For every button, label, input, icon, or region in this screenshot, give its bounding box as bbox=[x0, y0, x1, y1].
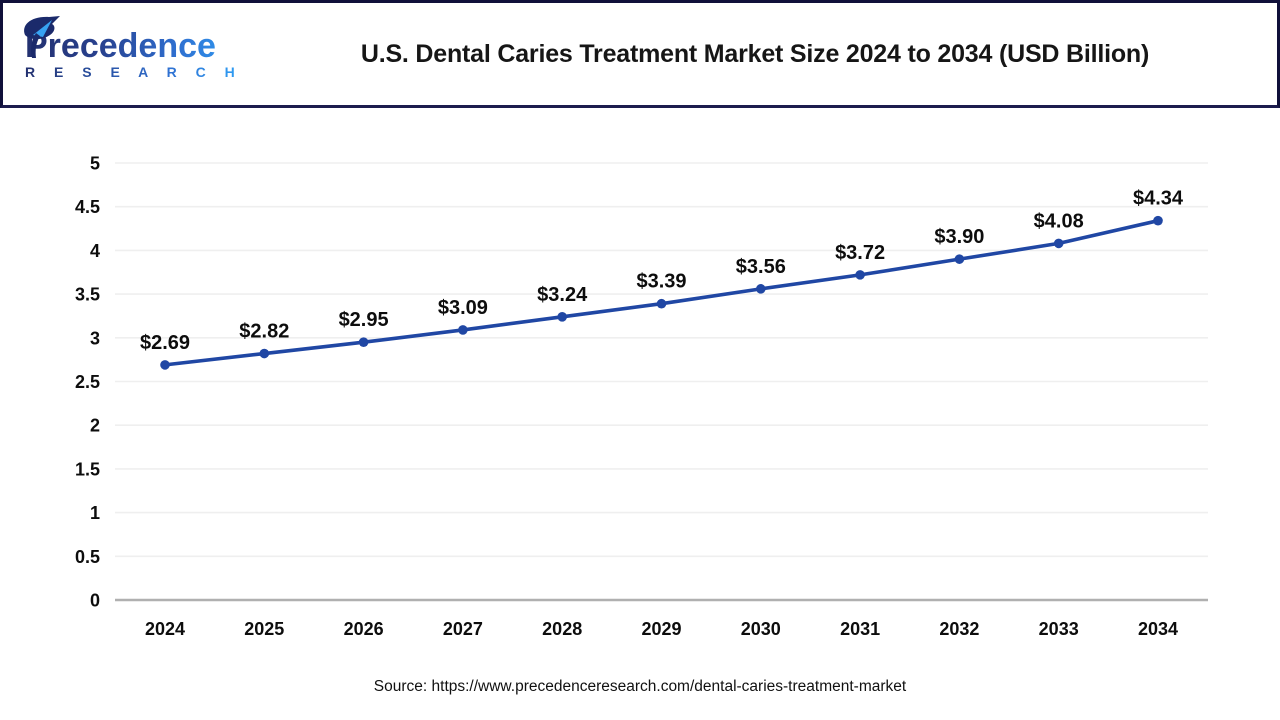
logo-text: Precedence R E S E A R C H bbox=[25, 29, 242, 79]
data-label-2034: $4.34 bbox=[1133, 188, 1184, 210]
data-point-2034 bbox=[1153, 215, 1163, 226]
logo-subtitle: R E S E A R C H bbox=[25, 64, 243, 80]
data-label-2028: $3.24 bbox=[537, 284, 588, 306]
data-point-2031 bbox=[855, 270, 865, 280]
data-point-2032 bbox=[954, 254, 965, 264]
data-point-2029 bbox=[656, 298, 667, 309]
y-tick-label: 0.5 bbox=[75, 547, 100, 567]
x-tick-label: 2024 bbox=[145, 619, 185, 639]
brand-logo: Precedence R E S E A R C H bbox=[3, 16, 273, 79]
data-point-2028 bbox=[557, 312, 567, 322]
data-label-2025: $2.82 bbox=[239, 321, 289, 343]
chart-title: U.S. Dental Caries Treatment Market Size… bbox=[360, 39, 1150, 68]
source-text: Source: https://www.precedenceresearch.c… bbox=[373, 678, 907, 695]
data-point-2026 bbox=[358, 337, 369, 347]
y-tick-label: 2.5 bbox=[75, 372, 100, 392]
y-tick-label: 0 bbox=[90, 591, 100, 611]
data-point-2024 bbox=[160, 360, 170, 370]
y-tick-label: 4 bbox=[90, 241, 100, 261]
y-tick-label: 3 bbox=[90, 328, 100, 348]
data-label-2026: $2.95 bbox=[339, 309, 389, 331]
y-tick-label: 1.5 bbox=[75, 459, 100, 479]
data-point-2030 bbox=[756, 284, 766, 294]
data-label-2029: $3.39 bbox=[636, 271, 686, 293]
leaf-icon bbox=[24, 16, 60, 58]
data-label-2027: $3.09 bbox=[438, 297, 488, 319]
x-tick-label: 2030 bbox=[741, 619, 781, 639]
data-label-2024: $2.69 bbox=[140, 332, 190, 354]
x-tick-label: 2026 bbox=[344, 619, 384, 639]
data-label-2032: $3.90 bbox=[934, 226, 984, 248]
x-tick-label: 2029 bbox=[641, 619, 681, 639]
y-tick-label: 5 bbox=[90, 154, 100, 174]
x-tick-label: 2028 bbox=[542, 619, 582, 639]
x-tick-label: 2034 bbox=[1138, 619, 1178, 639]
y-tick-label: 2 bbox=[90, 416, 100, 436]
x-tick-label: 2025 bbox=[244, 619, 284, 639]
x-tick-label: 2027 bbox=[443, 619, 483, 639]
logo-name: Precedence bbox=[25, 29, 242, 63]
x-tick-label: 2033 bbox=[1039, 619, 1079, 639]
data-point-2025 bbox=[259, 348, 270, 359]
header: Precedence R E S E A R C H U.S. Dental C… bbox=[0, 0, 1280, 108]
y-tick-label: 4.5 bbox=[75, 197, 100, 217]
x-tick-label: 2031 bbox=[840, 619, 880, 639]
data-point-2027 bbox=[458, 325, 468, 335]
series-line bbox=[163, 218, 1160, 367]
y-tick-label: 1 bbox=[90, 503, 100, 523]
y-tick-label: 3.5 bbox=[75, 285, 100, 305]
data-point-2033 bbox=[1053, 238, 1064, 249]
x-tick-label: 2032 bbox=[939, 619, 979, 639]
data-label-2031: $3.72 bbox=[835, 242, 885, 264]
data-label-2033: $4.08 bbox=[1034, 210, 1084, 232]
data-label-2030: $3.56 bbox=[736, 256, 786, 278]
